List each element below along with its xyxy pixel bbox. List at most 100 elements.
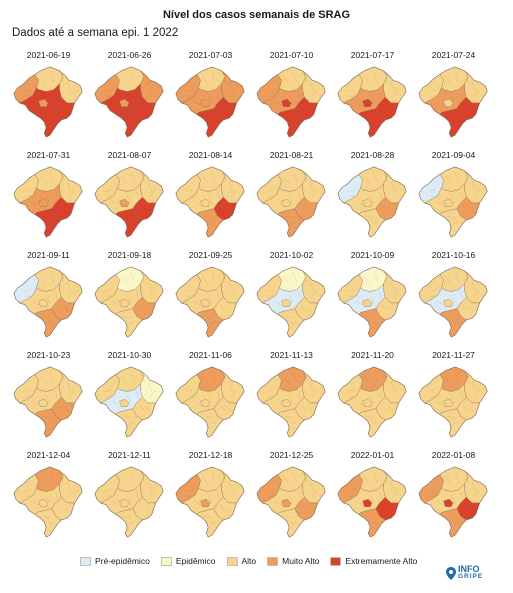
map-boundary-line	[111, 400, 120, 405]
map-boundary-line	[447, 416, 455, 419]
map-region-x	[281, 398, 292, 407]
map-boundary-line	[473, 389, 480, 398]
map-boundary-line	[185, 489, 194, 492]
map-region-x	[200, 98, 211, 107]
brazil-map	[256, 366, 326, 438]
map-region-ne	[221, 70, 245, 104]
map-boundary-line	[187, 95, 194, 98]
map-boundary-line	[129, 521, 135, 524]
map-boundary-line	[149, 289, 156, 298]
map-boundary-line	[23, 389, 32, 392]
map-boundary-line	[273, 500, 282, 505]
map-boundary-line	[428, 489, 437, 492]
map-region-x	[281, 298, 292, 307]
map-boundary-line	[473, 89, 480, 98]
map-cell: 2021-07-31	[8, 150, 89, 250]
map-boundary-line	[470, 506, 475, 513]
page-subtitle: Dados até a semana epi. 1 2022	[12, 27, 179, 39]
map-boundary-line	[130, 272, 135, 283]
map-boundary-line	[309, 482, 314, 492]
map-cell: 2021-09-25	[170, 250, 251, 350]
brazil-map	[175, 366, 245, 438]
map-boundary-line	[385, 474, 388, 483]
map-cell: 2022-01-01	[332, 450, 413, 550]
map-boundary-line	[111, 200, 120, 205]
map-outline	[175, 266, 245, 338]
map-boundary-line	[445, 376, 452, 385]
map-boundary-line	[46, 195, 51, 204]
map-outline	[418, 66, 488, 138]
map-boundary-line	[210, 221, 216, 224]
map-boundary-line	[185, 289, 194, 292]
map-boundary-line	[283, 76, 290, 85]
map-cell: 2021-11-13	[251, 350, 332, 450]
map-boundary-line	[66, 282, 71, 292]
map-boundary-line	[370, 395, 375, 404]
map-boundary-line	[462, 104, 469, 111]
map-boundary-line	[470, 406, 475, 413]
map-boundary-line	[129, 321, 135, 324]
map-boundary-line	[289, 295, 294, 304]
map-boundary-line	[147, 282, 152, 292]
map-region-ne	[59, 470, 83, 504]
map-region-x	[38, 298, 49, 307]
map-boundary-line	[202, 76, 209, 85]
map-region-x	[281, 98, 292, 107]
brazil-map	[337, 66, 407, 138]
map-boundary-line	[453, 121, 459, 124]
map-outline	[94, 366, 164, 438]
map-boundary-line	[66, 482, 71, 492]
map-boundary-line	[454, 472, 459, 483]
map-boundary-line	[228, 82, 233, 92]
brazil-map	[256, 66, 326, 138]
map-boundary-line	[283, 176, 290, 185]
map-region-ne	[383, 270, 407, 304]
map-region-ne	[140, 170, 164, 204]
map-boundary-line	[428, 89, 437, 92]
map-boundary-line	[230, 89, 237, 98]
map-region-x	[281, 198, 292, 207]
map-boundary-line	[66, 182, 71, 192]
map-region-ne	[464, 170, 488, 204]
map-boundary-line	[266, 89, 275, 92]
map-boundary-line	[208, 395, 213, 404]
map-boundary-line	[453, 521, 459, 524]
map-boundary-line	[454, 372, 459, 383]
map-boundary-line	[364, 176, 371, 185]
map-boundary-line	[466, 174, 469, 183]
map-date-label: 2021-12-04	[26, 450, 71, 460]
map-boundary-line	[25, 195, 32, 198]
map-boundary-line	[304, 74, 307, 83]
map-boundary-line	[68, 489, 75, 498]
map-outline	[256, 266, 326, 338]
map-boundary-line	[462, 404, 469, 411]
map-boundary-line	[25, 495, 32, 498]
map-cell: 2021-12-18	[170, 450, 251, 550]
map-boundary-line	[130, 372, 135, 383]
map-date-label: 2021-08-28	[350, 150, 395, 160]
map-boundary-line	[48, 121, 54, 124]
map-boundary-line	[138, 404, 145, 411]
map-boundary-line	[127, 95, 132, 104]
brazil-map	[256, 466, 326, 538]
map-region-x	[119, 398, 130, 407]
map-boundary-line	[381, 204, 388, 211]
map-boundary-line	[42, 216, 50, 219]
map-date-label: 2021-11-06	[189, 350, 232, 360]
logo-word-info: INFO	[458, 564, 480, 574]
map-boundary-line	[185, 389, 194, 392]
map-boundary-line	[219, 504, 226, 511]
map-boundary-line	[460, 291, 463, 300]
legend-label: Alto	[241, 556, 257, 566]
map-boundary-line	[292, 72, 297, 83]
map-cell: 2021-08-21	[251, 150, 332, 250]
map-cell: 2021-12-25	[251, 450, 332, 550]
map-boundary-line	[430, 295, 437, 298]
map-boundary-line	[454, 272, 459, 283]
map-cell: 2021-11-27	[413, 350, 494, 450]
map-boundary-line	[30, 100, 39, 105]
map-boundary-line	[430, 195, 437, 198]
map-boundary-line	[68, 389, 75, 398]
map-boundary-line	[25, 95, 32, 98]
map-region-x	[200, 198, 211, 207]
